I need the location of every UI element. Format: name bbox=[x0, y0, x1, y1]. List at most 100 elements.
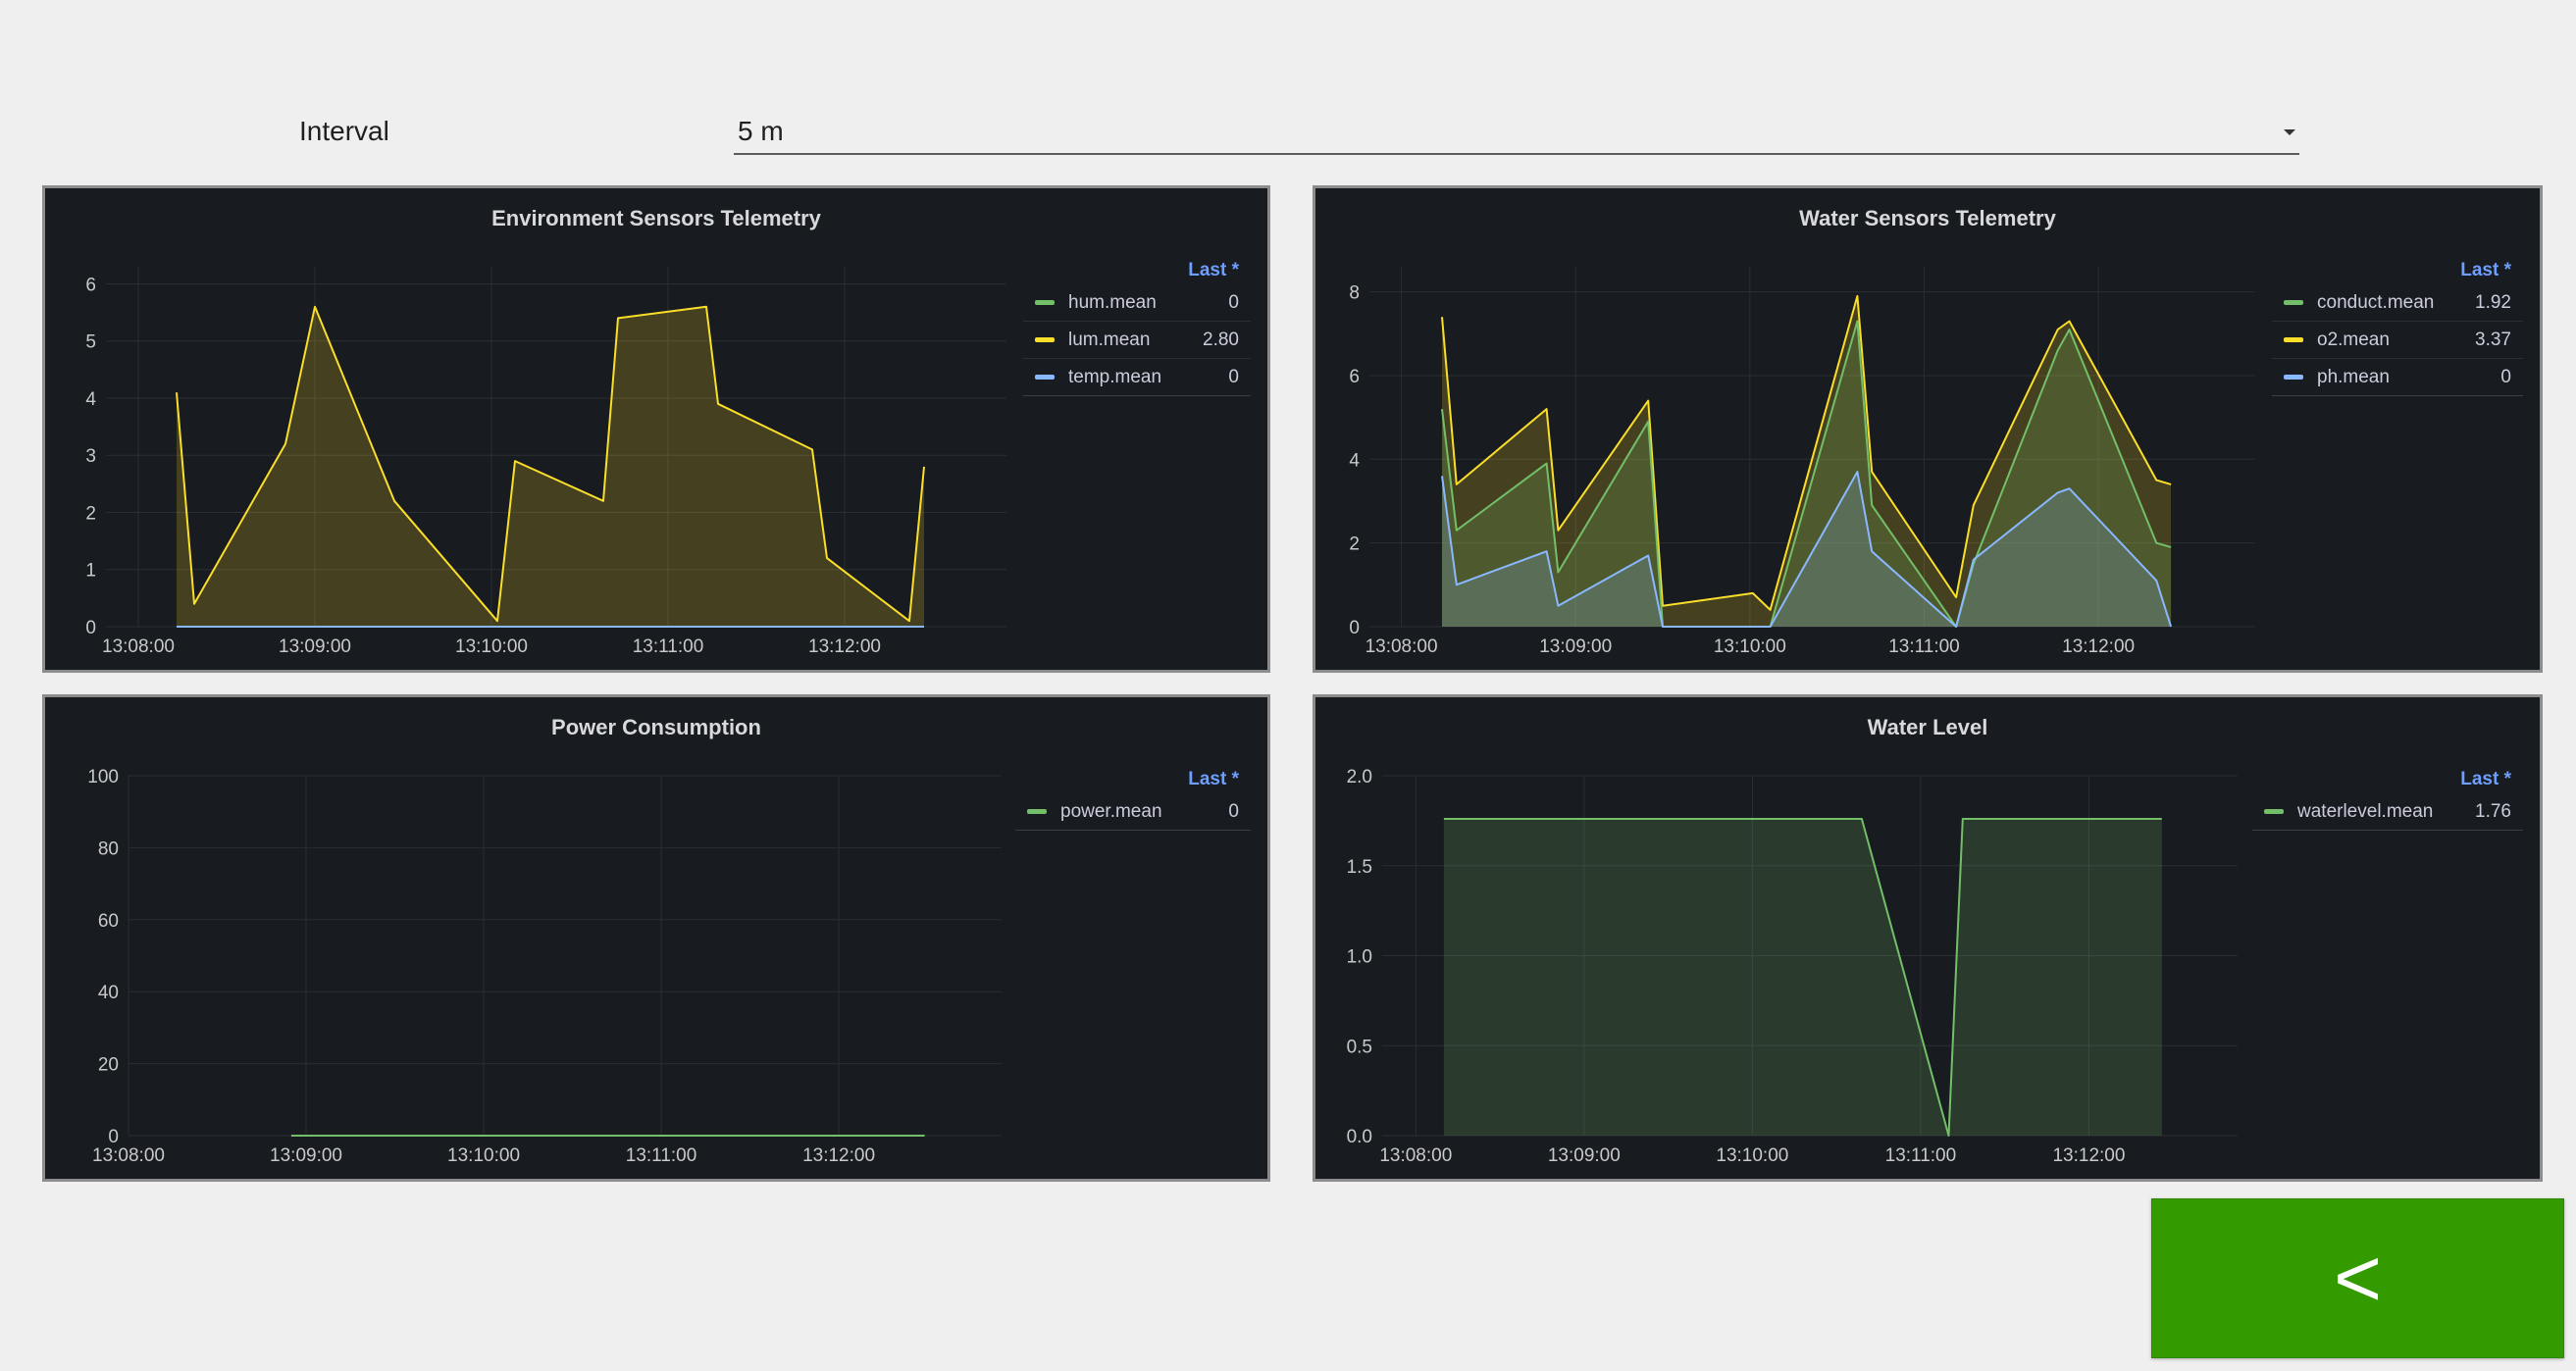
x-tick-label: 13:10:00 bbox=[447, 1145, 520, 1166]
legend-item-temp-mean[interactable]: temp.mean 0 bbox=[1023, 359, 1251, 396]
legend-sort-header[interactable]: Last * bbox=[2460, 260, 2511, 280]
water-sensors-chart: 0 2 4 6 8 13:08:00 13:09:00 13:10:00 13:11:00 13:… bbox=[1349, 267, 2255, 657]
panel-water-level: Water Level 0.0 0.5 1.0 1.5 2.0 13:08:00 13:09… bbox=[1313, 694, 2543, 1182]
legend-item-conduct-mean[interactable]: conduct.mean 1.92 bbox=[2272, 284, 2523, 322]
panel-title: Environment Sensors Telemetry bbox=[491, 206, 821, 230]
interval-value: 5 m bbox=[738, 116, 784, 146]
legend-item-hum-mean[interactable]: hum.mean 0 bbox=[1023, 284, 1251, 322]
x-tick-label: 13:11:00 bbox=[626, 1145, 697, 1166]
x-tick-label: 13:08:00 bbox=[1379, 1145, 1452, 1166]
water-level-chart: 0.0 0.5 1.0 1.5 2.0 13:08:00 13:09:00 13:10:00 1… bbox=[1347, 767, 2238, 1166]
x-tick-label: 13:10:00 bbox=[1716, 1145, 1788, 1166]
x-tick-label: 13:09:00 bbox=[1539, 636, 1612, 657]
y-tick-label: 6 bbox=[85, 275, 96, 295]
y-tick-label: 0 bbox=[85, 618, 96, 638]
x-tick-label: 13:08:00 bbox=[1365, 636, 1438, 657]
legend-item-waterlevel-mean[interactable]: waterlevel.mean 1.76 bbox=[2252, 793, 2523, 831]
legend-series-value: 3.37 bbox=[2475, 329, 2511, 350]
legend-series-name: ph.mean bbox=[2317, 366, 2390, 387]
series-group bbox=[176, 305, 925, 628]
legend: Last * waterlevel.mean 1.76 bbox=[2252, 766, 2523, 831]
y-tick-label: 3 bbox=[85, 446, 96, 467]
series-area-conduct-mean bbox=[1442, 321, 2172, 627]
power-consumption-chart: 0 20 40 60 80 100 13:08:00 13:09:00 13:10:00 13:1… bbox=[87, 767, 1002, 1166]
legend-series-name: o2.mean bbox=[2317, 329, 2390, 350]
series-group bbox=[1441, 294, 2173, 628]
panel-title: Water Sensors Telemetry bbox=[1799, 206, 2056, 230]
x-tick-label: 13:08:00 bbox=[92, 1145, 165, 1166]
legend-item-lum-mean[interactable]: lum.mean 2.80 bbox=[1023, 322, 1251, 359]
x-tick-label: 13:12:00 bbox=[2052, 1145, 2125, 1166]
legend-sort-header[interactable]: Last * bbox=[1188, 260, 1239, 280]
grid bbox=[1382, 775, 2238, 1137]
x-tick-label: 13:12:00 bbox=[2062, 636, 2135, 657]
series-color-swatch bbox=[1027, 809, 1047, 814]
series-line-ph-mean bbox=[1441, 471, 2173, 628]
x-tick-label: 13:12:00 bbox=[808, 636, 881, 657]
y-tick-label: 4 bbox=[1349, 450, 1360, 471]
legend: Last * hum.mean 0 lum.mean 2.80 temp.mea… bbox=[1023, 257, 1251, 396]
series-line-o2-mean bbox=[1441, 294, 2172, 611]
y-tick-label: 2 bbox=[85, 503, 96, 524]
legend-series-name: waterlevel.mean bbox=[2297, 800, 2434, 822]
y-tick-label: 0 bbox=[108, 1127, 119, 1147]
x-tick-label: 13:10:00 bbox=[1714, 636, 1786, 657]
series-color-swatch bbox=[2284, 337, 2303, 342]
x-tick-label: 13:12:00 bbox=[802, 1145, 875, 1166]
legend-sort-header[interactable]: Last * bbox=[2460, 769, 2511, 789]
legend: Last * power.mean 0 bbox=[1015, 766, 1251, 831]
legend-item-ph-mean[interactable]: ph.mean 0 bbox=[2272, 359, 2523, 396]
y-tick-label: 20 bbox=[98, 1055, 119, 1076]
series-color-swatch bbox=[2284, 375, 2303, 380]
grid bbox=[128, 775, 1002, 1137]
x-tick-label: 13:10:00 bbox=[455, 636, 528, 657]
panel-title: Power Consumption bbox=[551, 715, 761, 739]
legend-series-value: 2.80 bbox=[1203, 329, 1239, 350]
y-tick-label: 4 bbox=[85, 389, 96, 410]
y-tick-label: 8 bbox=[1349, 283, 1360, 304]
y-tick-label: 1.5 bbox=[1347, 857, 1372, 878]
series-line-lum-mean bbox=[176, 305, 925, 623]
back-button[interactable]: < bbox=[2151, 1198, 2564, 1358]
legend-sort-header[interactable]: Last * bbox=[1188, 769, 1239, 789]
series-area-lum-mean bbox=[177, 306, 924, 627]
legend-series-value: 0 bbox=[1228, 366, 1239, 387]
y-tick-label: 40 bbox=[98, 983, 119, 1003]
x-tick-label: 13:09:00 bbox=[270, 1145, 342, 1166]
x-tick-label: 13:09:00 bbox=[1548, 1145, 1621, 1166]
series-line-conduct-mean bbox=[1441, 320, 2172, 628]
panel-power-consumption: Power Consumption 0 20 40 60 80 100 13:08:00 13… bbox=[42, 694, 1270, 1182]
legend-series-name: hum.mean bbox=[1068, 291, 1157, 313]
y-tick-label: 5 bbox=[85, 332, 96, 353]
legend-series-name: conduct.mean bbox=[2317, 291, 2435, 313]
interval-select[interactable]: 5 m bbox=[734, 106, 2299, 155]
y-tick-label: 6 bbox=[1349, 367, 1360, 387]
y-tick-label: 0.0 bbox=[1347, 1127, 1372, 1147]
y-tick-label: 0 bbox=[1349, 618, 1360, 638]
legend-series-value: 0 bbox=[1228, 800, 1239, 822]
series-color-swatch bbox=[2264, 809, 2284, 814]
legend-item-o2-mean[interactable]: o2.mean 3.37 bbox=[2272, 322, 2523, 359]
series-area-o2-mean bbox=[1442, 295, 2172, 627]
legend-item-power-mean[interactable]: power.mean 0 bbox=[1015, 793, 1251, 831]
y-tick-label: 1.0 bbox=[1347, 947, 1372, 968]
series-area-ph-mean bbox=[1442, 472, 2172, 627]
series-color-swatch bbox=[1035, 300, 1055, 305]
series-group bbox=[1443, 818, 2162, 1137]
y-tick-label: 1 bbox=[85, 561, 96, 582]
panel-title: Water Level bbox=[1867, 715, 1988, 739]
panel-environment-sensors: Environment Sensors Telemetry 0 1 2 3 4 5 6 13:… bbox=[42, 185, 1270, 673]
grid bbox=[106, 267, 1006, 628]
x-tick-label: 13:11:00 bbox=[1885, 1145, 1957, 1166]
legend-series-value: 0 bbox=[1228, 291, 1239, 313]
x-tick-label: 13:11:00 bbox=[633, 636, 704, 657]
legend-series-name: power.mean bbox=[1060, 800, 1162, 822]
interval-label: Interval bbox=[299, 116, 389, 146]
series-area-waterlevel-mean bbox=[1443, 819, 2162, 1136]
series-color-swatch bbox=[1035, 375, 1055, 380]
panel-water-sensors: Water Sensors Telemetry 0 2 4 6 8 13:08:00 13:… bbox=[1313, 185, 2543, 673]
caret-down-icon[interactable] bbox=[2284, 129, 2295, 135]
series-color-swatch bbox=[2284, 300, 2303, 305]
legend-series-name: lum.mean bbox=[1068, 329, 1151, 350]
legend-series-value: 0 bbox=[2500, 366, 2511, 387]
